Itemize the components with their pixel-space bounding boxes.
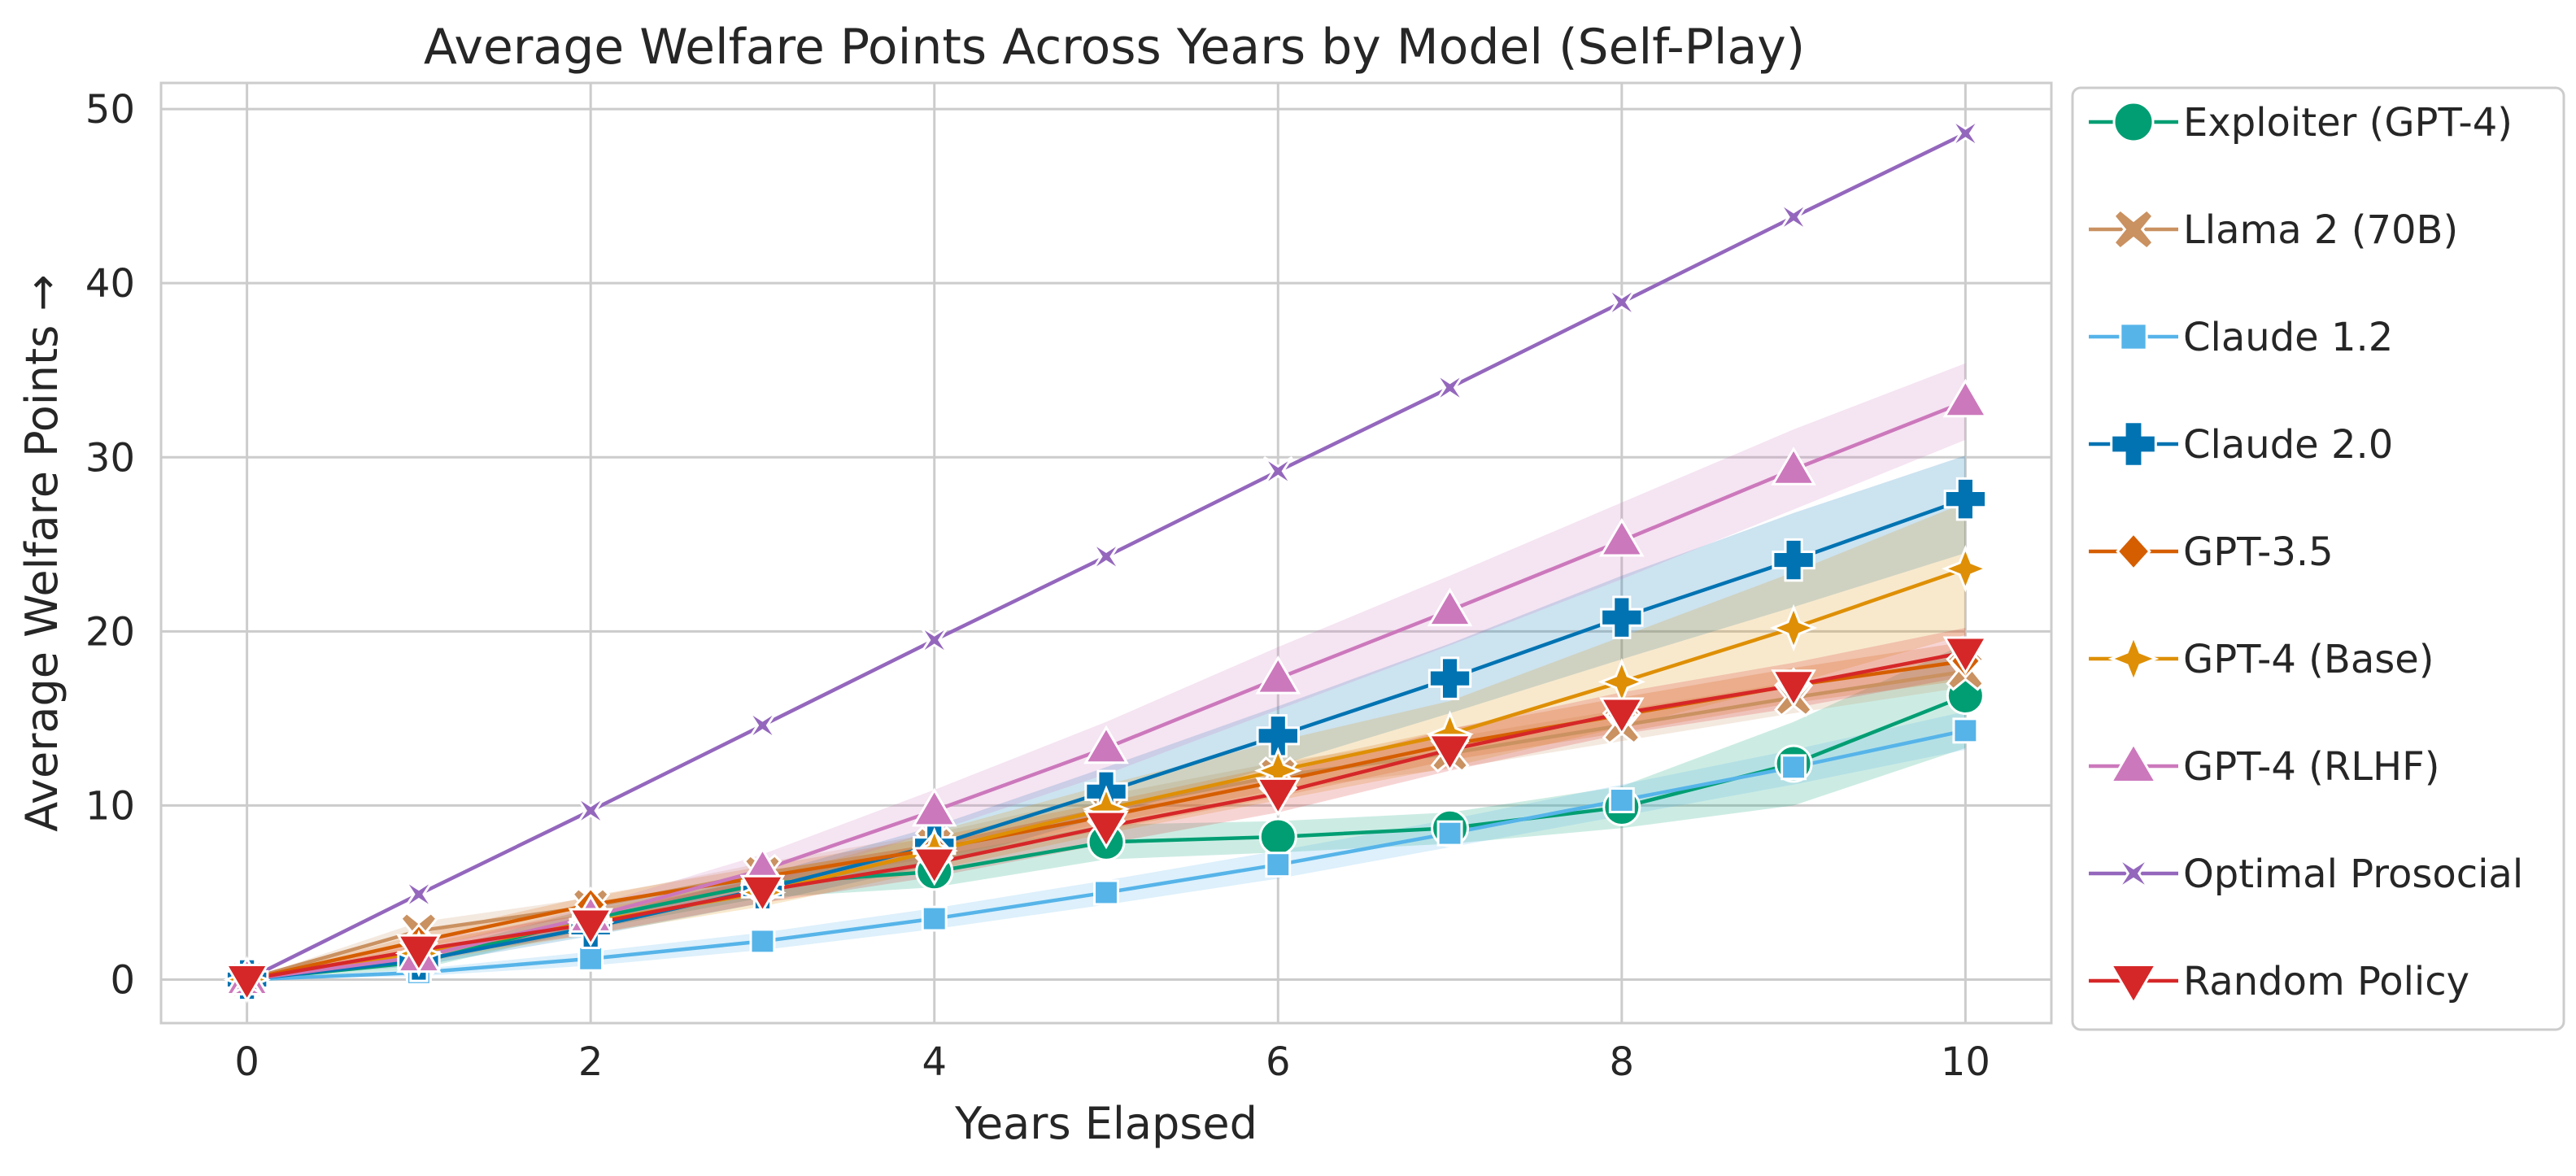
data-point [1262, 456, 1293, 486]
data-point [1781, 754, 1807, 781]
confidence-band [246, 628, 1966, 980]
data-point [403, 879, 434, 909]
legend-marker [2109, 964, 2158, 1006]
data-point [1778, 202, 1809, 233]
legend-label: Claude 2.0 [2183, 422, 2393, 468]
legend-box [2071, 86, 2565, 1031]
data-point [578, 945, 604, 972]
y-tick-label: 50 [85, 87, 135, 133]
data-point [1771, 446, 1816, 486]
data-point [1600, 595, 1644, 639]
data-point [575, 795, 606, 826]
legend-marker [2112, 101, 2155, 143]
data-point [1427, 587, 1473, 627]
data-point [1769, 603, 1818, 652]
data-point [1772, 538, 1815, 582]
x-tick-label: 6 [1266, 1039, 1291, 1085]
data-point [1606, 287, 1637, 318]
plot-frame [159, 81, 2053, 1025]
data-point [911, 787, 957, 827]
data-point [1599, 697, 1645, 737]
data-point [1952, 717, 1979, 744]
legend-label: Exploiter (GPT-4) [2183, 100, 2513, 146]
data-point [1083, 725, 1129, 764]
data-point [1942, 545, 1990, 593]
x-tick-label: 4 [922, 1039, 947, 1085]
data-point [1943, 477, 1988, 521]
data-point [1942, 378, 1989, 418]
chart-title: Average Welfare Points Across Years by M… [424, 19, 1805, 76]
data-point [1265, 852, 1292, 878]
legend-label: Claude 1.2 [2183, 315, 2393, 360]
data-point [1427, 734, 1473, 773]
data-point [1608, 787, 1635, 813]
data-point [568, 908, 613, 947]
confidence-band [246, 643, 1966, 980]
legend-marker [2107, 633, 2160, 685]
y-tick-label: 0 [110, 957, 135, 1003]
data-point [1256, 714, 1300, 758]
legend-label: GPT-4 (RLHF) [2183, 744, 2439, 790]
data-point [1942, 636, 1989, 676]
data-point [1599, 517, 1645, 557]
legend-marker [2110, 420, 2157, 468]
y-tick-label: 40 [85, 261, 135, 307]
data-point [1258, 817, 1297, 856]
data-point [1436, 820, 1463, 847]
legend-label: Llama 2 (70B) [2183, 207, 2458, 253]
data-point [1951, 118, 1981, 149]
data-point [1091, 541, 1122, 572]
legend-marker [2112, 207, 2155, 251]
data-point [739, 874, 786, 914]
series-markers [223, 118, 1990, 1004]
data-point [1083, 810, 1129, 850]
data-point [224, 963, 270, 1003]
x-tick-label: 8 [1610, 1039, 1635, 1085]
data-point [1771, 669, 1816, 708]
legend-label: Optimal Prosocial [2183, 852, 2523, 897]
x-tick-label: 10 [1941, 1039, 1990, 1085]
legend: Exploiter (GPT-4) Llama 2 (70B) Claude 1.2… [2071, 86, 2565, 1031]
y-tick-label: 30 [85, 435, 135, 481]
y-tick-label: 10 [85, 783, 135, 829]
data-point [748, 710, 778, 741]
legend-marker [2119, 322, 2148, 351]
data-point [919, 625, 950, 656]
legend-marker [2109, 741, 2158, 783]
legend-label: Random Policy [2183, 959, 2469, 1004]
x-tick-label: 2 [578, 1039, 604, 1085]
tick-labels: 0 2 4 6 8 10 0 10 20 30 40 50 [85, 87, 1990, 1085]
data-point [1435, 372, 1465, 403]
legend-marker [2116, 531, 2151, 572]
x-tick-label: 0 [234, 1039, 259, 1085]
data-point [1427, 656, 1472, 700]
data-point [1255, 655, 1301, 695]
data-point [921, 905, 948, 932]
legend-marker [2116, 856, 2151, 891]
data-point [1255, 777, 1301, 817]
legend-label: GPT-4 (Base) [2183, 637, 2434, 682]
legend-label: GPT-3.5 [2183, 529, 2334, 575]
data-point [911, 847, 957, 886]
y-axis-label: Average Welfare Points → [16, 274, 68, 832]
data-point [396, 934, 442, 973]
data-point [749, 928, 776, 955]
data-point [1093, 879, 1119, 906]
y-tick-label: 20 [85, 609, 135, 655]
x-axis-label: Years Elapsed [954, 1098, 1257, 1149]
